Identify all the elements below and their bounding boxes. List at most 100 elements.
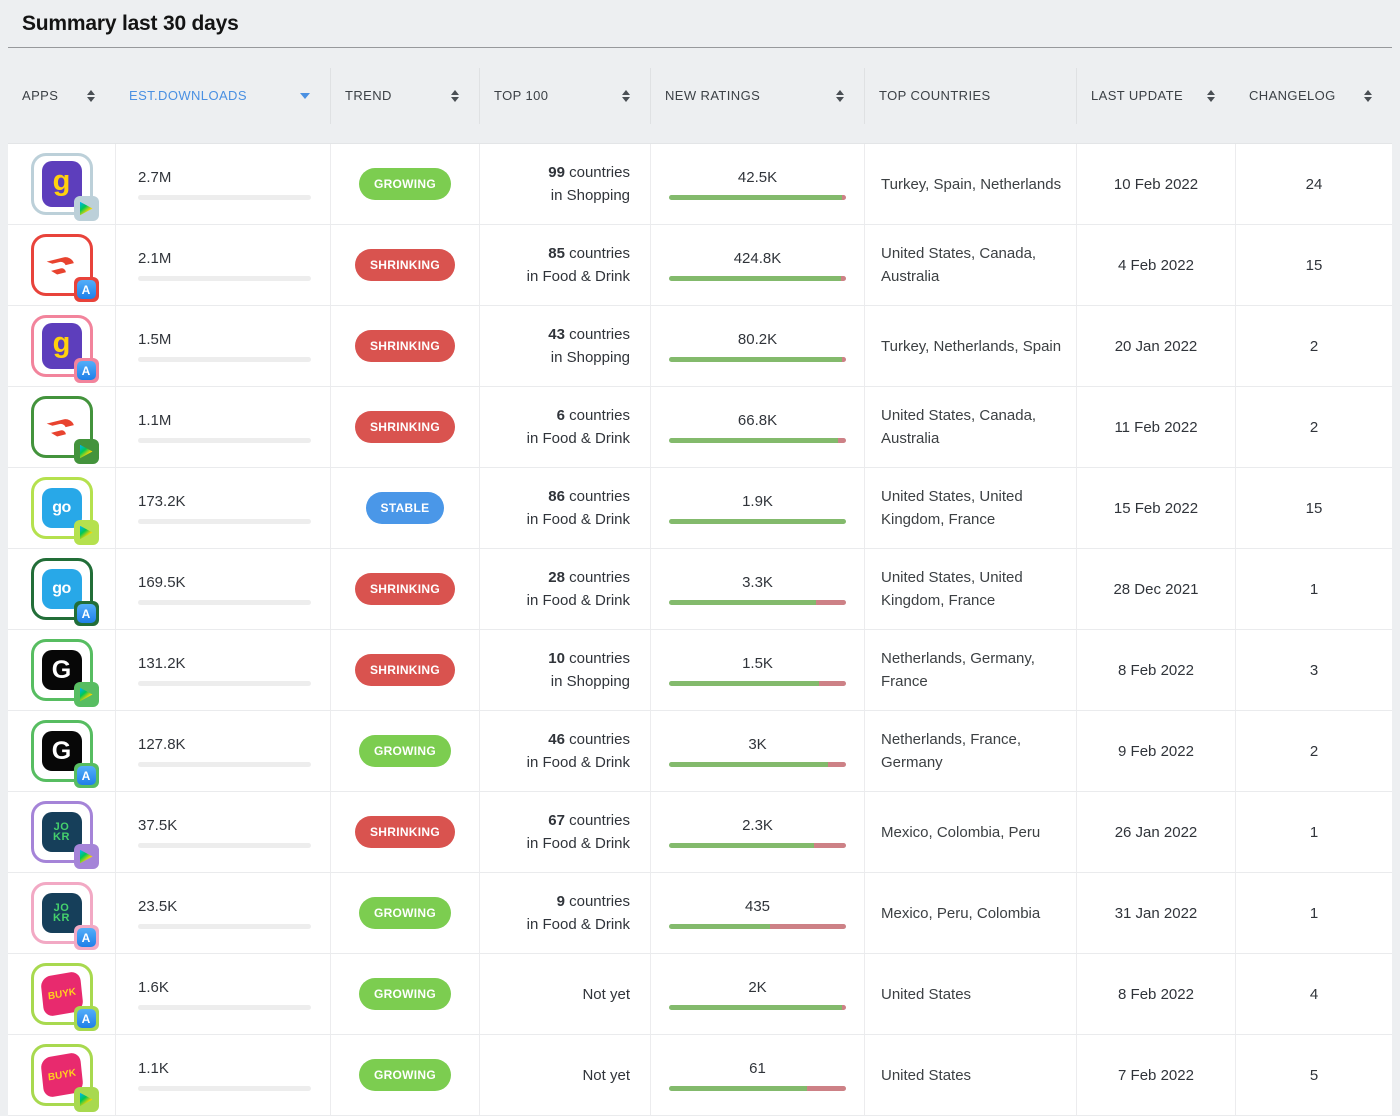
top100-cell: 6 countries in Food & Drink <box>479 387 650 467</box>
app-icon-doordash-play[interactable] <box>30 396 99 464</box>
trend-badge: SHRINKING <box>354 654 456 686</box>
trend-cell: SHRINKING <box>330 387 479 467</box>
google-play-badge-icon <box>73 1087 99 1112</box>
top100-countries-line: 9 countries <box>556 893 630 910</box>
column-header-changelog[interactable]: CHANGELOG <box>1235 68 1392 124</box>
ratings-cell: 435 <box>650 873 864 953</box>
top-countries-cell: United States, Canada, Australia <box>864 225 1076 305</box>
trend-badge: SHRINKING <box>354 816 456 848</box>
sort-updown-icon[interactable] <box>1207 89 1215 102</box>
table-row[interactable]: G A 127.8K GROWING 46 countries in Food &… <box>8 711 1392 792</box>
last-update-cell: 31 Jan 2022 <box>1076 873 1235 953</box>
table-row[interactable]: BUYK A 1.6K GROWING Not yet 2K United St… <box>8 954 1392 1035</box>
ratings-bar-red <box>842 356 846 362</box>
ratings-bar-red <box>842 1004 846 1010</box>
ratings-value: 3.3K <box>742 573 773 591</box>
app-icon-gopuff-play[interactable]: go <box>30 477 99 545</box>
app-icon-buyk-appstore[interactable]: BUYK A <box>30 963 99 1031</box>
column-header-last-update[interactable]: LAST UPDATE <box>1076 67 1235 124</box>
ratings-bar-green <box>669 275 841 281</box>
ratings-bar <box>669 761 846 767</box>
app-icon-getir-appstore[interactable]: g A <box>30 315 99 383</box>
last-update-cell: 8 Feb 2022 <box>1076 630 1235 710</box>
table-row[interactable]: JO KR 37.5K SHRINKING 67 countries in Food… <box>8 792 1392 873</box>
sort-desc-caret-icon[interactable] <box>300 92 310 99</box>
table-row[interactable]: G 131.2K SHRINKING 10 countries in Shoppi… <box>8 630 1392 711</box>
ratings-cell: 42.5K <box>650 144 864 224</box>
downloads-value: 1.5M <box>138 330 172 348</box>
column-header-new-ratings[interactable]: NEW RATINGS <box>650 67 864 124</box>
app-icon-jokr-play[interactable]: JO KR <box>30 801 99 869</box>
top100-cell: 86 countries in Food & Drink <box>479 468 650 548</box>
sort-updown-icon[interactable] <box>1364 89 1372 102</box>
column-header-top-countries: TOP COUNTRIES <box>864 67 1076 124</box>
table-row[interactable]: g A 1.5M SHRINKING 43 countries in Shoppi… <box>8 306 1392 387</box>
top100-countries-line: 86 countries <box>548 488 630 505</box>
top100-countries-line: 10 countries <box>548 650 630 667</box>
sort-updown-icon[interactable] <box>451 89 459 102</box>
ratings-value: 61 <box>749 1059 766 1077</box>
downloads-bar <box>138 842 311 848</box>
trend-cell: SHRINKING <box>330 306 479 386</box>
table-row[interactable]: BUYK 1.1K GROWING Not yet 61 United Stat… <box>8 1035 1392 1116</box>
top100-countries-line: 85 countries <box>548 245 630 262</box>
changelog-cell: 1 <box>1235 549 1392 629</box>
top-countries-cell: United States, United Kingdom, France <box>864 549 1076 629</box>
apps-cell: BUYK <box>8 1035 115 1115</box>
sort-updown-icon[interactable] <box>836 89 844 102</box>
top100-category-line: in Food & Drink <box>526 835 630 852</box>
downloads-cell: 23.5K <box>115 873 330 953</box>
ratings-bar-red <box>815 599 846 605</box>
top100-countries-line: 46 countries <box>548 731 630 748</box>
downloads-cell: 37.5K <box>115 792 330 872</box>
google-play-badge-icon <box>73 520 99 545</box>
table-row[interactable]: 1.1M SHRINKING 6 countries in Food & Drin… <box>8 387 1392 468</box>
downloads-bar <box>138 518 311 524</box>
top100-cell: 99 countries in Shopping <box>479 144 650 224</box>
ratings-value: 2.3K <box>742 816 773 834</box>
column-header-apps[interactable]: APPS <box>8 68 115 124</box>
ratings-bar <box>669 599 846 605</box>
top-countries-cell: United States <box>864 1035 1076 1115</box>
column-label: TREND <box>345 88 392 103</box>
column-header-top100[interactable]: TOP 100 <box>479 67 650 124</box>
top100-category-line: in Food & Drink <box>526 592 630 609</box>
app-icon-getir-play[interactable]: g <box>30 153 99 221</box>
ratings-value: 66.8K <box>737 411 778 429</box>
top100-category-line: in Shopping <box>550 187 630 204</box>
app-icon-gorillas-play[interactable]: G <box>30 639 99 707</box>
sort-updown-icon[interactable] <box>87 89 95 102</box>
table-row[interactable]: g 2.7M GROWING 99 countries in Shopping 4… <box>8 144 1392 225</box>
column-header-trend[interactable]: TREND <box>330 67 479 124</box>
top-countries-cell: United States <box>864 954 1076 1034</box>
downloads-cell: 2.1M <box>115 225 330 305</box>
ratings-value: 1.5K <box>742 654 773 672</box>
table-row[interactable]: go 173.2K STABLE 86 countries in Food & D… <box>8 468 1392 549</box>
table-row[interactable]: go A 169.5K SHRINKING 28 countries in Foo… <box>8 549 1392 630</box>
ratings-bar-green <box>669 923 770 929</box>
app-icon-jokr-appstore[interactable]: JO KR A <box>30 882 99 950</box>
column-label: LAST UPDATE <box>1091 88 1184 103</box>
trend-badge: SHRINKING <box>354 249 456 281</box>
app-icon-buyk-play[interactable]: BUYK <box>30 1044 99 1112</box>
downloads-cell: 131.2K <box>115 630 330 710</box>
downloads-bar <box>138 194 311 200</box>
app-logo <box>42 407 82 447</box>
app-icon-gopuff-appstore[interactable]: go A <box>30 558 99 626</box>
changelog-cell: 2 <box>1235 306 1392 386</box>
column-header-est-downloads[interactable]: EST.DOWNLOADS <box>115 68 330 124</box>
ratings-cell: 80.2K <box>650 306 864 386</box>
trend-cell: SHRINKING <box>330 549 479 629</box>
top100-not-yet: Not yet <box>582 985 630 1003</box>
sort-updown-icon[interactable] <box>622 89 630 102</box>
top100-category-line: in Shopping <box>550 673 630 690</box>
app-icon-doordash-appstore[interactable]: A <box>30 234 99 302</box>
app-store-badge-icon: A <box>73 925 99 950</box>
last-update-cell: 9 Feb 2022 <box>1076 711 1235 791</box>
app-icon-gorillas-appstore[interactable]: G A <box>30 720 99 788</box>
table-row[interactable]: JO KR A 23.5K GROWING 9 countries in Food … <box>8 873 1392 954</box>
apps-cell: g <box>8 144 115 224</box>
downloads-value: 1.1M <box>138 411 172 429</box>
table-row[interactable]: A 2.1M SHRINKING 85 countries in Food & D… <box>8 225 1392 306</box>
ratings-cell: 424.8K <box>650 225 864 305</box>
